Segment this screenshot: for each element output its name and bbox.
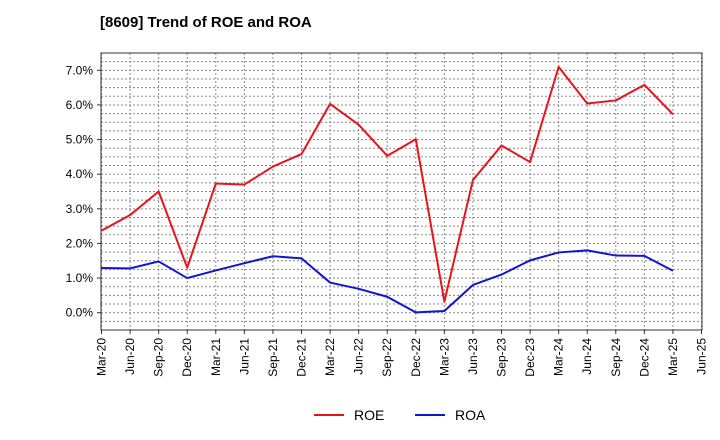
- x-tick-label: Mar-21: [209, 338, 223, 376]
- x-tick-label: Dec-20: [180, 338, 194, 377]
- x-tick-label: Jun-21: [237, 338, 251, 375]
- x-tick-label: Jun-24: [580, 338, 594, 375]
- legend-label-roa: ROA: [455, 407, 486, 423]
- y-tick-label: 7.0%: [66, 63, 94, 77]
- y-tick-label: 6.0%: [66, 98, 94, 112]
- series-layer: [101, 65, 674, 314]
- chart-title: [8609] Trend of ROE and ROA: [100, 14, 312, 31]
- y-tick-label: 1.0%: [66, 271, 94, 285]
- x-tick-label: Jun-22: [352, 338, 366, 375]
- x-tick-label: Sep-23: [495, 338, 509, 377]
- grid-lines: [101, 52, 702, 331]
- x-tick-label: Mar-23: [437, 338, 451, 376]
- y-tick-label: 2.0%: [66, 236, 94, 250]
- x-tick-label: Jun-20: [123, 338, 137, 375]
- x-tick-label: Dec-24: [637, 338, 651, 377]
- x-tick-label: Sep-22: [380, 338, 394, 377]
- x-tick-label: Dec-21: [295, 338, 309, 377]
- x-tick-label: Sep-21: [266, 338, 280, 377]
- x-axis: Mar-20 Jun-20 Sep-20 Dec-20 Mar-21 Jun-21 Sep-…: [95, 330, 709, 377]
- x-tick-label: Dec-22: [409, 338, 423, 377]
- legend: ROE ROA: [314, 407, 486, 423]
- x-tick-label: Jun-23: [466, 338, 480, 375]
- series-line-roe: [101, 65, 674, 303]
- x-tick-label: Sep-20: [152, 338, 166, 377]
- legend-label-roe: ROE: [354, 407, 384, 423]
- y-axis: 0.0% 1.0% 2.0% 3.0% 4.0% 5.0% 6.0% 7.0%: [66, 63, 101, 320]
- y-tick-label: 5.0%: [66, 133, 94, 147]
- series-line-roa: [101, 249, 674, 314]
- x-tick-label: Sep-24: [609, 338, 623, 377]
- y-tick-label: 4.0%: [66, 167, 94, 181]
- y-tick-label: 3.0%: [66, 202, 94, 216]
- x-tick-label: Mar-20: [95, 338, 109, 376]
- x-tick-label: Mar-24: [552, 338, 566, 376]
- x-tick-label: Mar-22: [323, 338, 337, 376]
- plot-area: [100, 52, 703, 331]
- y-tick-label: 0.0%: [66, 306, 94, 320]
- x-tick-label: Mar-25: [666, 338, 680, 376]
- x-tick-label: Dec-23: [523, 338, 537, 377]
- x-tick-label: Jun-25: [695, 338, 709, 375]
